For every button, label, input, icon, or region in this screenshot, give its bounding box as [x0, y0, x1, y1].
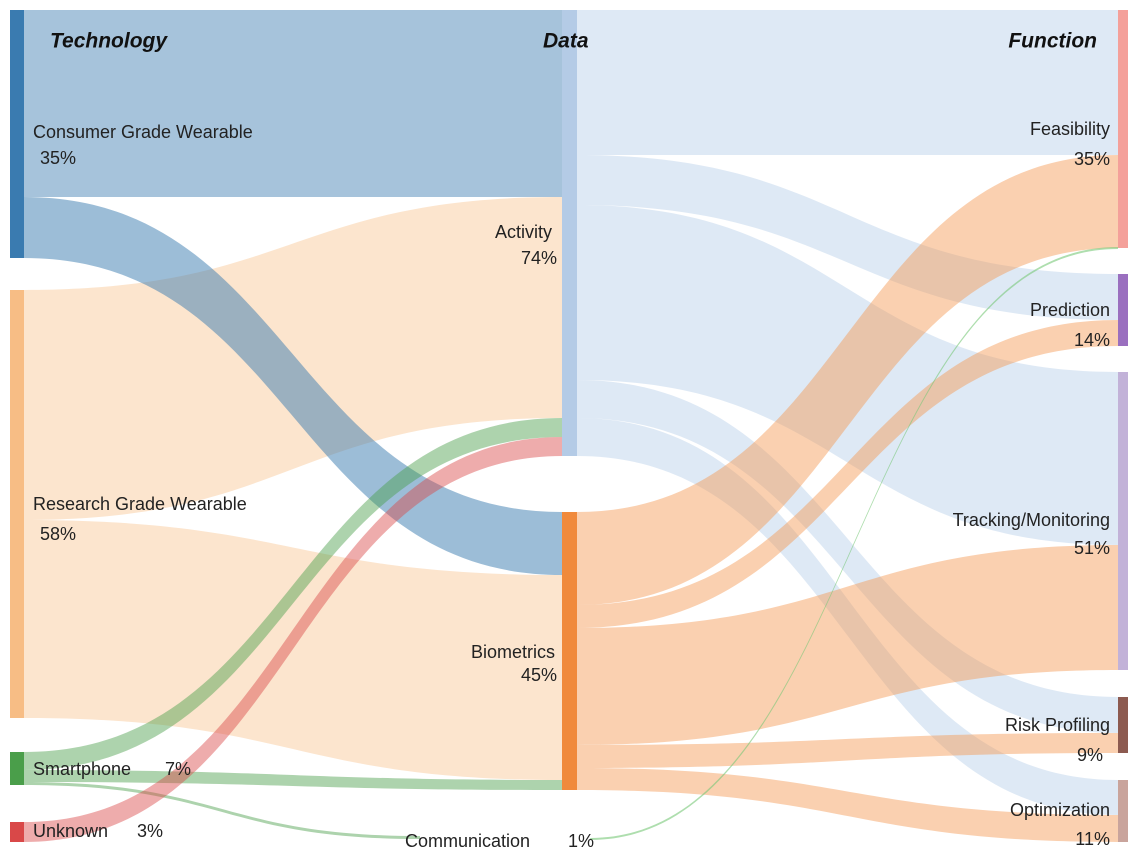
node-label: Feasibility [1030, 119, 1110, 139]
flows [24, 10, 1118, 842]
node-bar [1118, 372, 1128, 670]
node-label: Consumer Grade Wearable [33, 122, 253, 142]
node-label: Prediction [1030, 300, 1110, 320]
flow [577, 380, 1118, 733]
node-bar [1118, 274, 1128, 346]
node-bar [1118, 780, 1128, 842]
column-title: Technology [50, 30, 168, 53]
flow [24, 770, 562, 790]
node-percent: 3% [137, 821, 163, 841]
flow [24, 10, 562, 197]
node-label: Research Grade Wearable [33, 494, 247, 514]
node-bar [10, 10, 24, 258]
flow [590, 247, 1118, 840]
flow [577, 155, 1118, 320]
node-percent: 11% [1075, 829, 1110, 849]
node-bar [562, 512, 577, 790]
node-percent: 35% [40, 148, 76, 168]
flow [577, 10, 1118, 155]
node-bar [10, 822, 24, 842]
node-bars [10, 10, 1128, 842]
node-percent: 74% [521, 248, 557, 268]
flow [24, 782, 420, 839]
node-label: Unknown [33, 821, 108, 841]
flow [24, 197, 562, 575]
node-percent: 35% [1074, 149, 1110, 169]
node-percent: 51% [1074, 538, 1110, 558]
node-percent: 45% [521, 665, 557, 685]
node-label: Activity [495, 222, 552, 242]
node-label: Optimization [1010, 800, 1110, 820]
flow [577, 320, 1118, 628]
flow [577, 733, 1118, 768]
column-title: Function [1008, 30, 1097, 53]
labels: Technology Data Function Consumer Grade … [33, 30, 1110, 851]
flow [24, 418, 562, 770]
node-bar [1118, 697, 1128, 753]
node-percent: 7% [165, 759, 191, 779]
node-label: Smartphone [33, 759, 131, 779]
node-percent: 14% [1074, 330, 1110, 350]
column-title: Data [543, 30, 589, 53]
node-bar [10, 290, 24, 718]
node-percent: 1% [568, 831, 594, 851]
flow [24, 520, 562, 780]
flow [24, 437, 562, 842]
flow [577, 418, 1118, 815]
node-bar [10, 752, 24, 785]
node-percent: 9% [1077, 745, 1103, 765]
node-label: Biometrics [471, 642, 555, 662]
node-label: Risk Profiling [1005, 715, 1110, 735]
node-label: Tracking/Monitoring [953, 510, 1110, 530]
node-percent: 58% [40, 524, 76, 544]
node-bar [1118, 10, 1128, 248]
node-label: Communication [405, 831, 530, 851]
flow [577, 545, 1118, 745]
flow [577, 205, 1118, 545]
node-bar [562, 10, 577, 456]
flow [577, 155, 1118, 605]
